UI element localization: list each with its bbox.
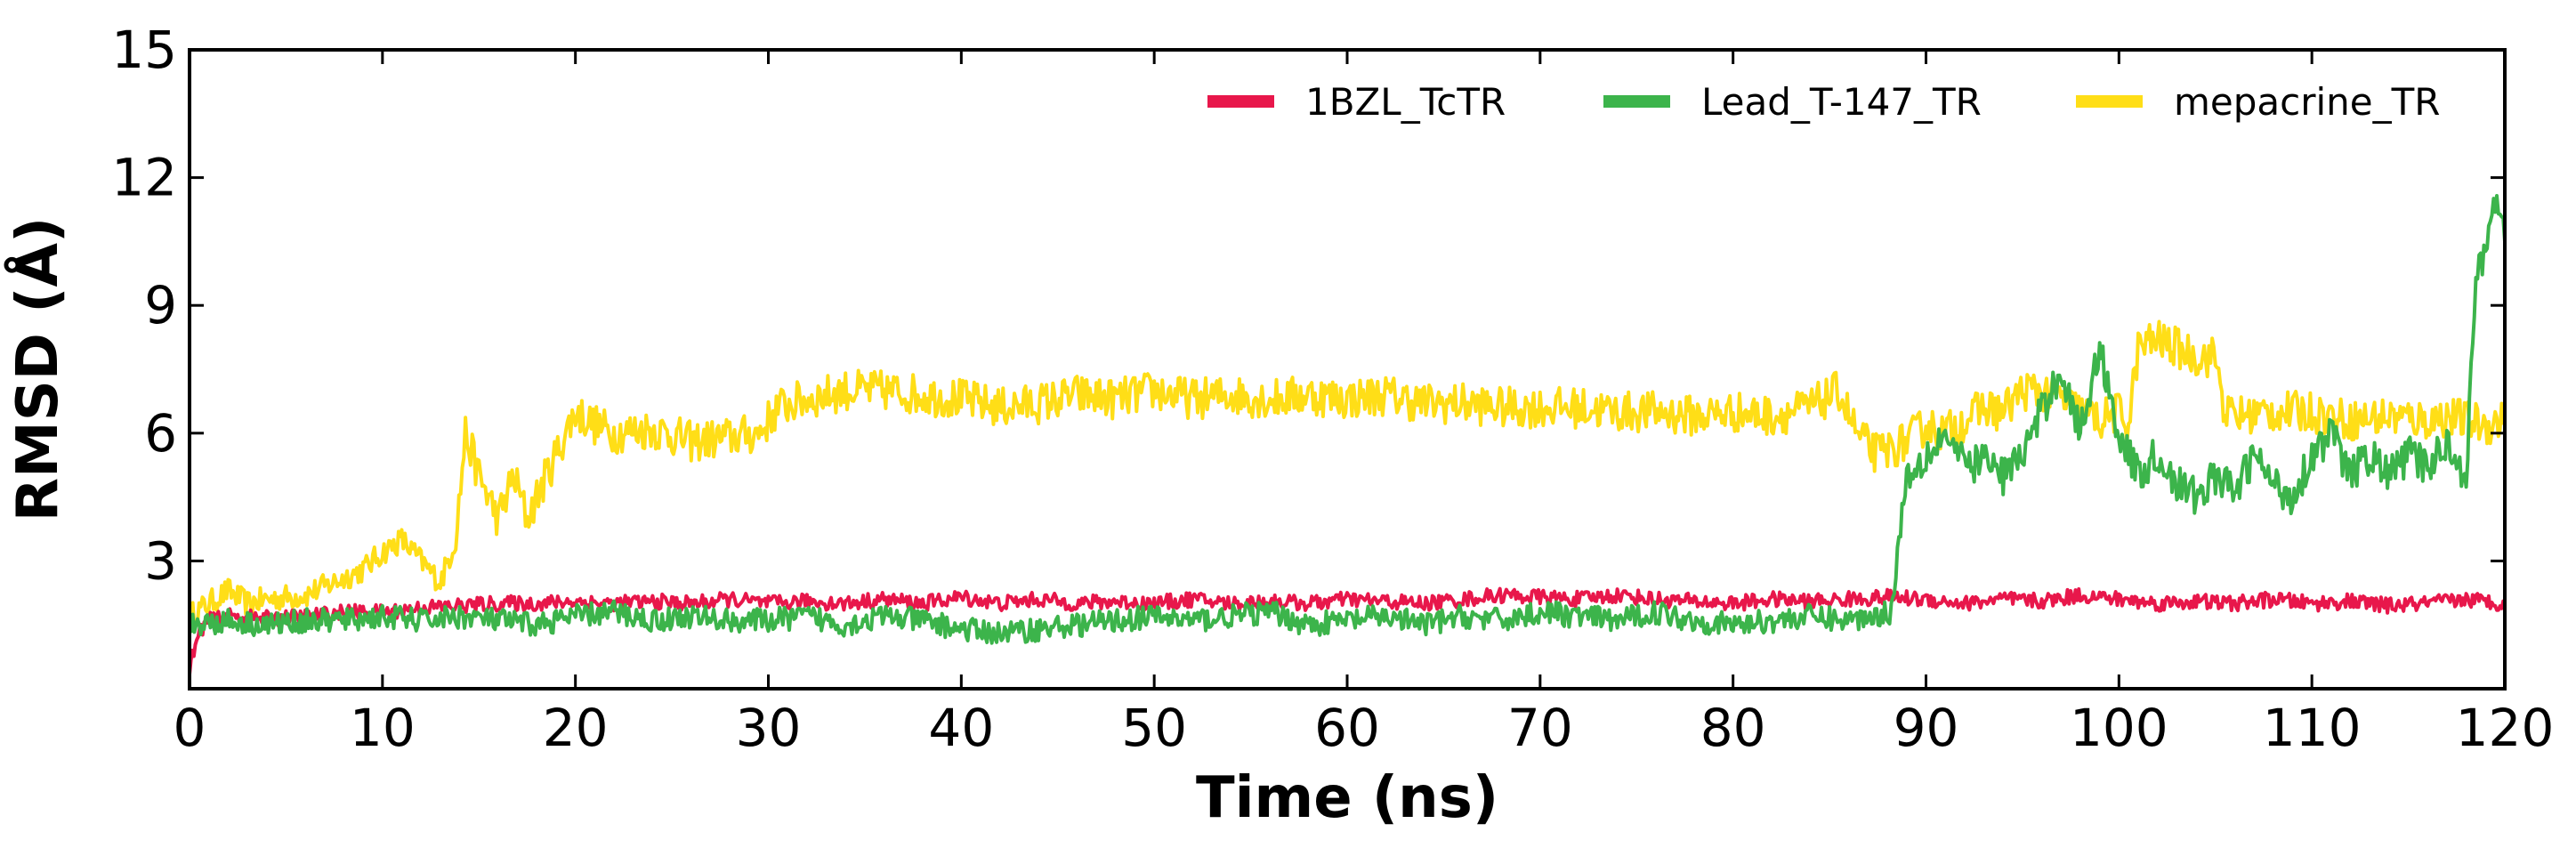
series-line-mepacrine_TR [188, 319, 2507, 627]
x-tick-label: 90 [1894, 698, 1959, 758]
series-line-1BZL_TcTR [188, 586, 2507, 675]
x-tick-label: 60 [1314, 698, 1380, 758]
y-tick-label: 6 [144, 403, 177, 464]
legend-label: Lead_T-147_TR [1701, 80, 1982, 124]
series-line-Lead_T-147_TR [188, 194, 2507, 645]
x-tick-label: 100 [2070, 698, 2168, 758]
legend-label: mepacrine_TR [2174, 80, 2440, 124]
tick-layer: 0 10 20 30 40 50 60 70 80 90 100 110 120 3 6 9 12 15 [111, 20, 2554, 758]
x-tick-label: 120 [2456, 698, 2555, 758]
legend: 1BZL_TcTR Lead_T-147_TR mepacrine_TR [1207, 80, 2440, 124]
x-axis-title: Time (ns) [1196, 765, 1498, 831]
x-tick-label: 10 [350, 698, 416, 758]
legend-label: 1BZL_TcTR [1305, 80, 1506, 124]
x-tick-label: 110 [2263, 698, 2362, 758]
y-tick-label: 9 [144, 275, 177, 335]
y-axis-title: RMSD (Å) [4, 217, 71, 522]
x-tick-label: 20 [543, 698, 609, 758]
x-tick-label: 30 [736, 698, 802, 758]
series-layer [188, 194, 2507, 675]
y-tick-label: 12 [111, 148, 177, 208]
x-tick-label: 50 [1121, 698, 1187, 758]
y-tick-label: 15 [111, 20, 177, 80]
x-tick-label: 80 [1700, 698, 1766, 758]
x-tick-label: 40 [928, 698, 994, 758]
x-tick-label: 0 [174, 698, 206, 758]
x-tick-label: 70 [1507, 698, 1573, 758]
y-tick-label: 3 [144, 530, 177, 591]
